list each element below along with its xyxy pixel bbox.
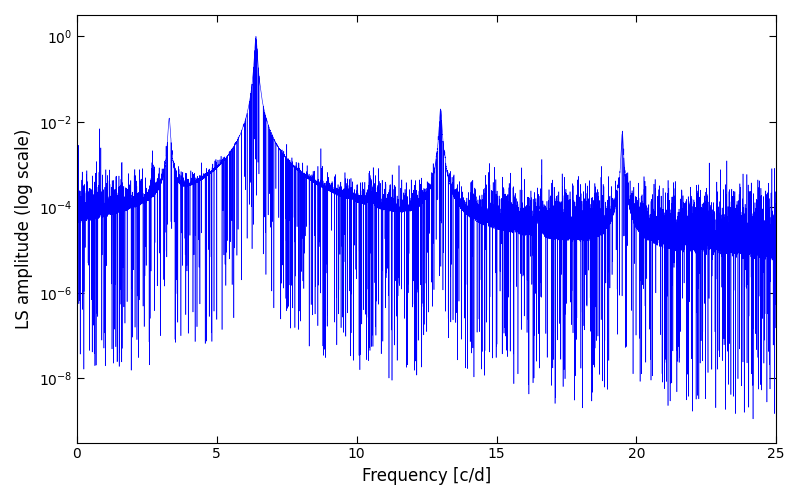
X-axis label: Frequency [c/d]: Frequency [c/d] xyxy=(362,467,491,485)
Y-axis label: LS amplitude (log scale): LS amplitude (log scale) xyxy=(15,128,33,329)
